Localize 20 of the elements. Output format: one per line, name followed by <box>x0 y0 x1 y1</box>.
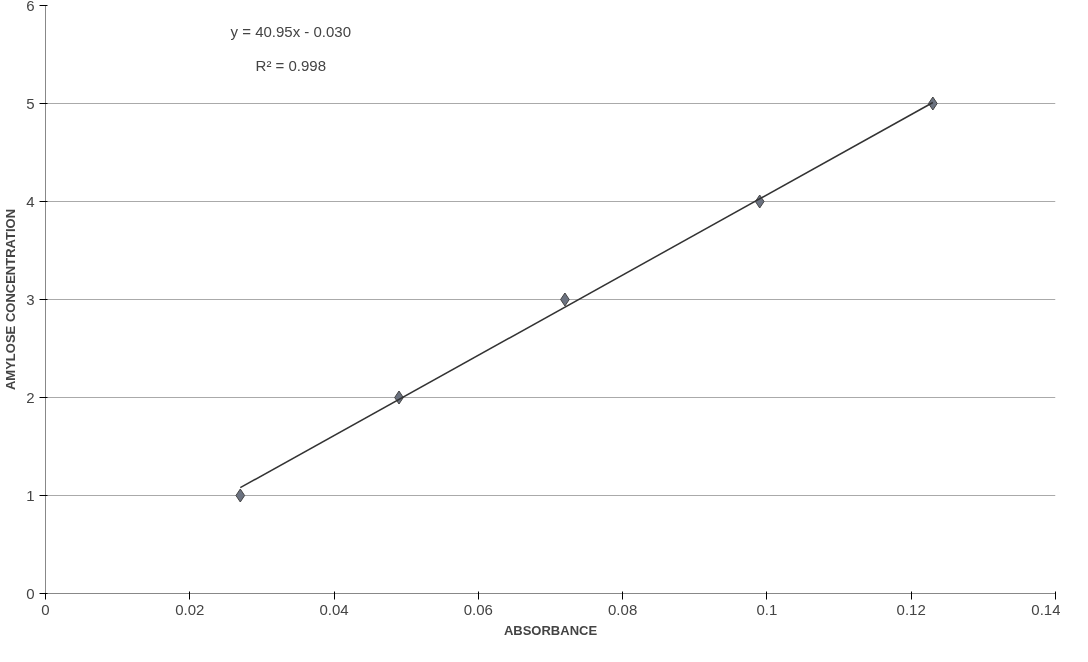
y-tick-label: 4 <box>26 192 35 210</box>
point <box>235 488 246 503</box>
y-tick-label: 2 <box>26 388 35 406</box>
x-axis-title: ABSORBANCE <box>503 622 598 638</box>
x-tick-label: 0.1 <box>756 600 778 618</box>
x-tick-label: 0.14 <box>1031 600 1061 618</box>
annotation: R² = 0.998 <box>255 57 327 75</box>
y-tick-label: 3 <box>26 290 35 308</box>
x-tick-label: 0.02 <box>175 600 205 618</box>
annotation: y = 40.95x - 0.030 <box>230 22 352 40</box>
x-tick-label: 0.04 <box>319 600 349 618</box>
y-axis-title: AMYLOSE CONCENTRATION <box>3 208 19 391</box>
x-tick-label: 0.08 <box>608 600 638 618</box>
x-tick-label: 0.12 <box>896 600 926 618</box>
y-tick-label: 5 <box>26 94 35 112</box>
x-tick-label: 0 <box>41 600 50 618</box>
y-tick-label: 0 <box>26 584 35 602</box>
y-tick-label: 1 <box>26 486 35 504</box>
x-tick-label: 0.06 <box>463 600 493 618</box>
y-tick-label: 6 <box>26 0 35 14</box>
